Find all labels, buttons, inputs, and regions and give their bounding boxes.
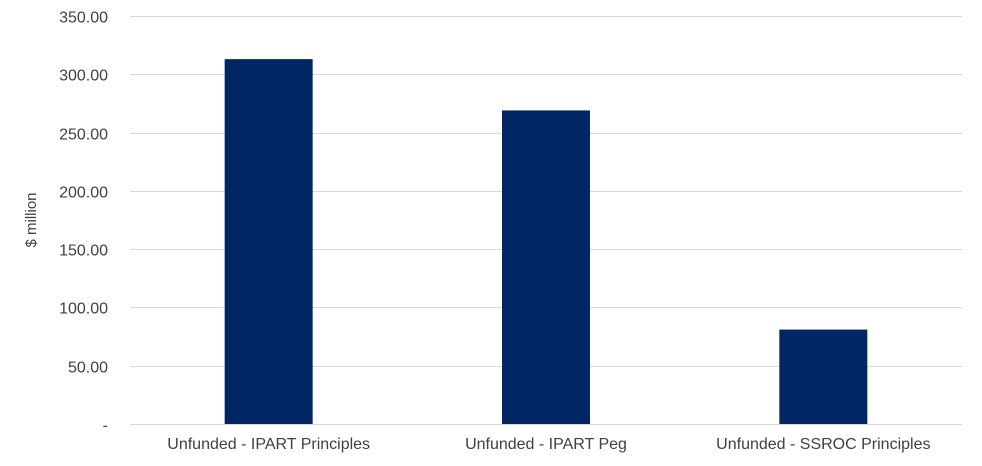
y-tick-label: - [103,418,108,435]
y-tick-label: 50.00 [68,360,108,377]
x-category-label: Unfunded - SSROC Principles [716,436,930,453]
x-category-label: Unfunded - IPART Peg [465,436,627,453]
x-axis-category-labels: Unfunded - IPART Principles Unfunded - IP… [167,436,930,453]
y-tick-label: 100.00 [59,301,108,318]
bar [502,110,590,425]
bars [224,59,868,425]
y-tick-label: 300.00 [59,68,108,85]
x-category-label: Unfunded - IPART Principles [167,436,370,453]
y-tick-label: 200.00 [59,185,108,202]
bar [224,59,313,424]
y-axis-title: $ million [23,192,40,247]
y-tick-label: 350.00 [59,10,108,27]
bar [779,329,868,424]
y-axis-tick-labels: - 50.00 100.00 150.00 200.00 250.00 300.00 350.… [59,10,108,435]
y-tick-label: 150.00 [59,243,108,260]
y-tick-label: 250.00 [59,127,108,144]
